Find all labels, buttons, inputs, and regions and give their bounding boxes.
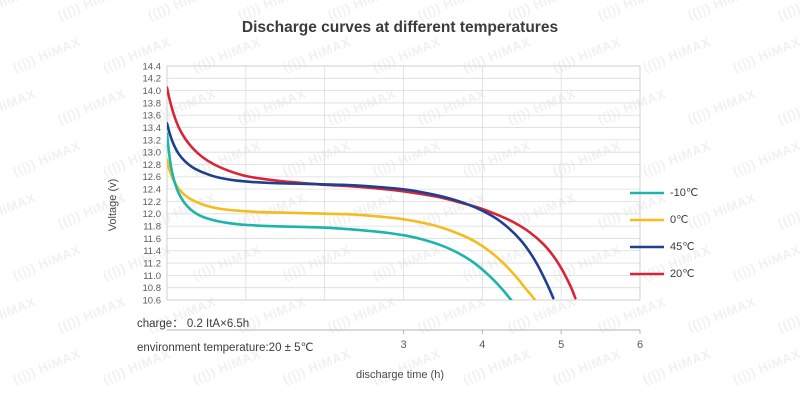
chart-series-lines [167, 86, 577, 300]
chart-annotation: environment temperature:20 ± 5℃ [137, 342, 314, 354]
y-tick-label: 14.0 [143, 86, 162, 97]
y-tick-label: 11.8 [143, 222, 161, 233]
x-axis-tick-labels: 3 4 5 6 [400, 330, 643, 351]
series-line-0 [167, 158, 537, 300]
y-tick-label: 13.2 [143, 135, 162, 146]
legend-label: 0℃ [670, 214, 688, 226]
y-tick-label: 12.0 [143, 209, 162, 220]
y-tick-label: 11.4 [143, 246, 161, 257]
chart-legend: -10℃ 0℃ 45℃ 20℃ [630, 187, 698, 280]
y-tick-label: 12.8 [143, 160, 162, 171]
plot-area-border [166, 65, 641, 301]
legend-label: -10℃ [670, 187, 698, 199]
y-tick-label: 11.2 [143, 258, 161, 269]
x-axis-title: discharge time (h) [356, 369, 444, 381]
y-tick-label: 13.8 [143, 98, 162, 109]
y-tick-label: 12.6 [143, 172, 162, 183]
y-tick-label: 12.4 [143, 185, 162, 196]
y-tick-label: 12.2 [143, 197, 162, 208]
legend-item[interactable]: -10℃ [630, 187, 698, 199]
y-axis-tick-labels: 14.4 14.214.013.8 13.613.413.2 13.012.812.6… [143, 61, 162, 306]
y-tick-label: 10.8 [143, 283, 162, 294]
series-line-45 [167, 121, 555, 300]
chart-annotations: charge： 0.2 ItA×6.5h environment temperat… [137, 318, 314, 354]
chart-title: Discharge curves at different temperatur… [242, 19, 558, 36]
x-tick-label: 5 [558, 339, 564, 351]
y-tick-label: 13.6 [143, 111, 162, 122]
chart-annotation: charge： 0.2 ItA×6.5h [137, 318, 249, 330]
y-tick-label: 10.6 [143, 295, 162, 306]
series-line--10 [167, 132, 513, 300]
legend-label: 45℃ [670, 241, 695, 253]
legend-item[interactable]: 0℃ [630, 214, 688, 226]
legend-item[interactable]: 45℃ [630, 241, 695, 253]
y-tick-label: 14.4 [143, 61, 162, 72]
y-axis-title: Voltage (v) [107, 179, 119, 232]
y-tick-label: 11.0 [143, 271, 161, 282]
x-tick-label: 6 [637, 339, 643, 351]
x-tick-label: 3 [400, 339, 406, 351]
x-tick-label: 4 [479, 339, 485, 351]
y-tick-label: 14.2 [143, 74, 162, 85]
legend-item[interactable]: 20℃ [630, 268, 695, 280]
watermark-text: ((|)) HiMAX [776, 0, 800, 23]
y-tick-label: 13.0 [143, 148, 162, 159]
y-tick-label: 11.6 [143, 234, 161, 245]
legend-label: 20℃ [670, 268, 695, 280]
y-tick-label: 13.4 [143, 123, 162, 134]
